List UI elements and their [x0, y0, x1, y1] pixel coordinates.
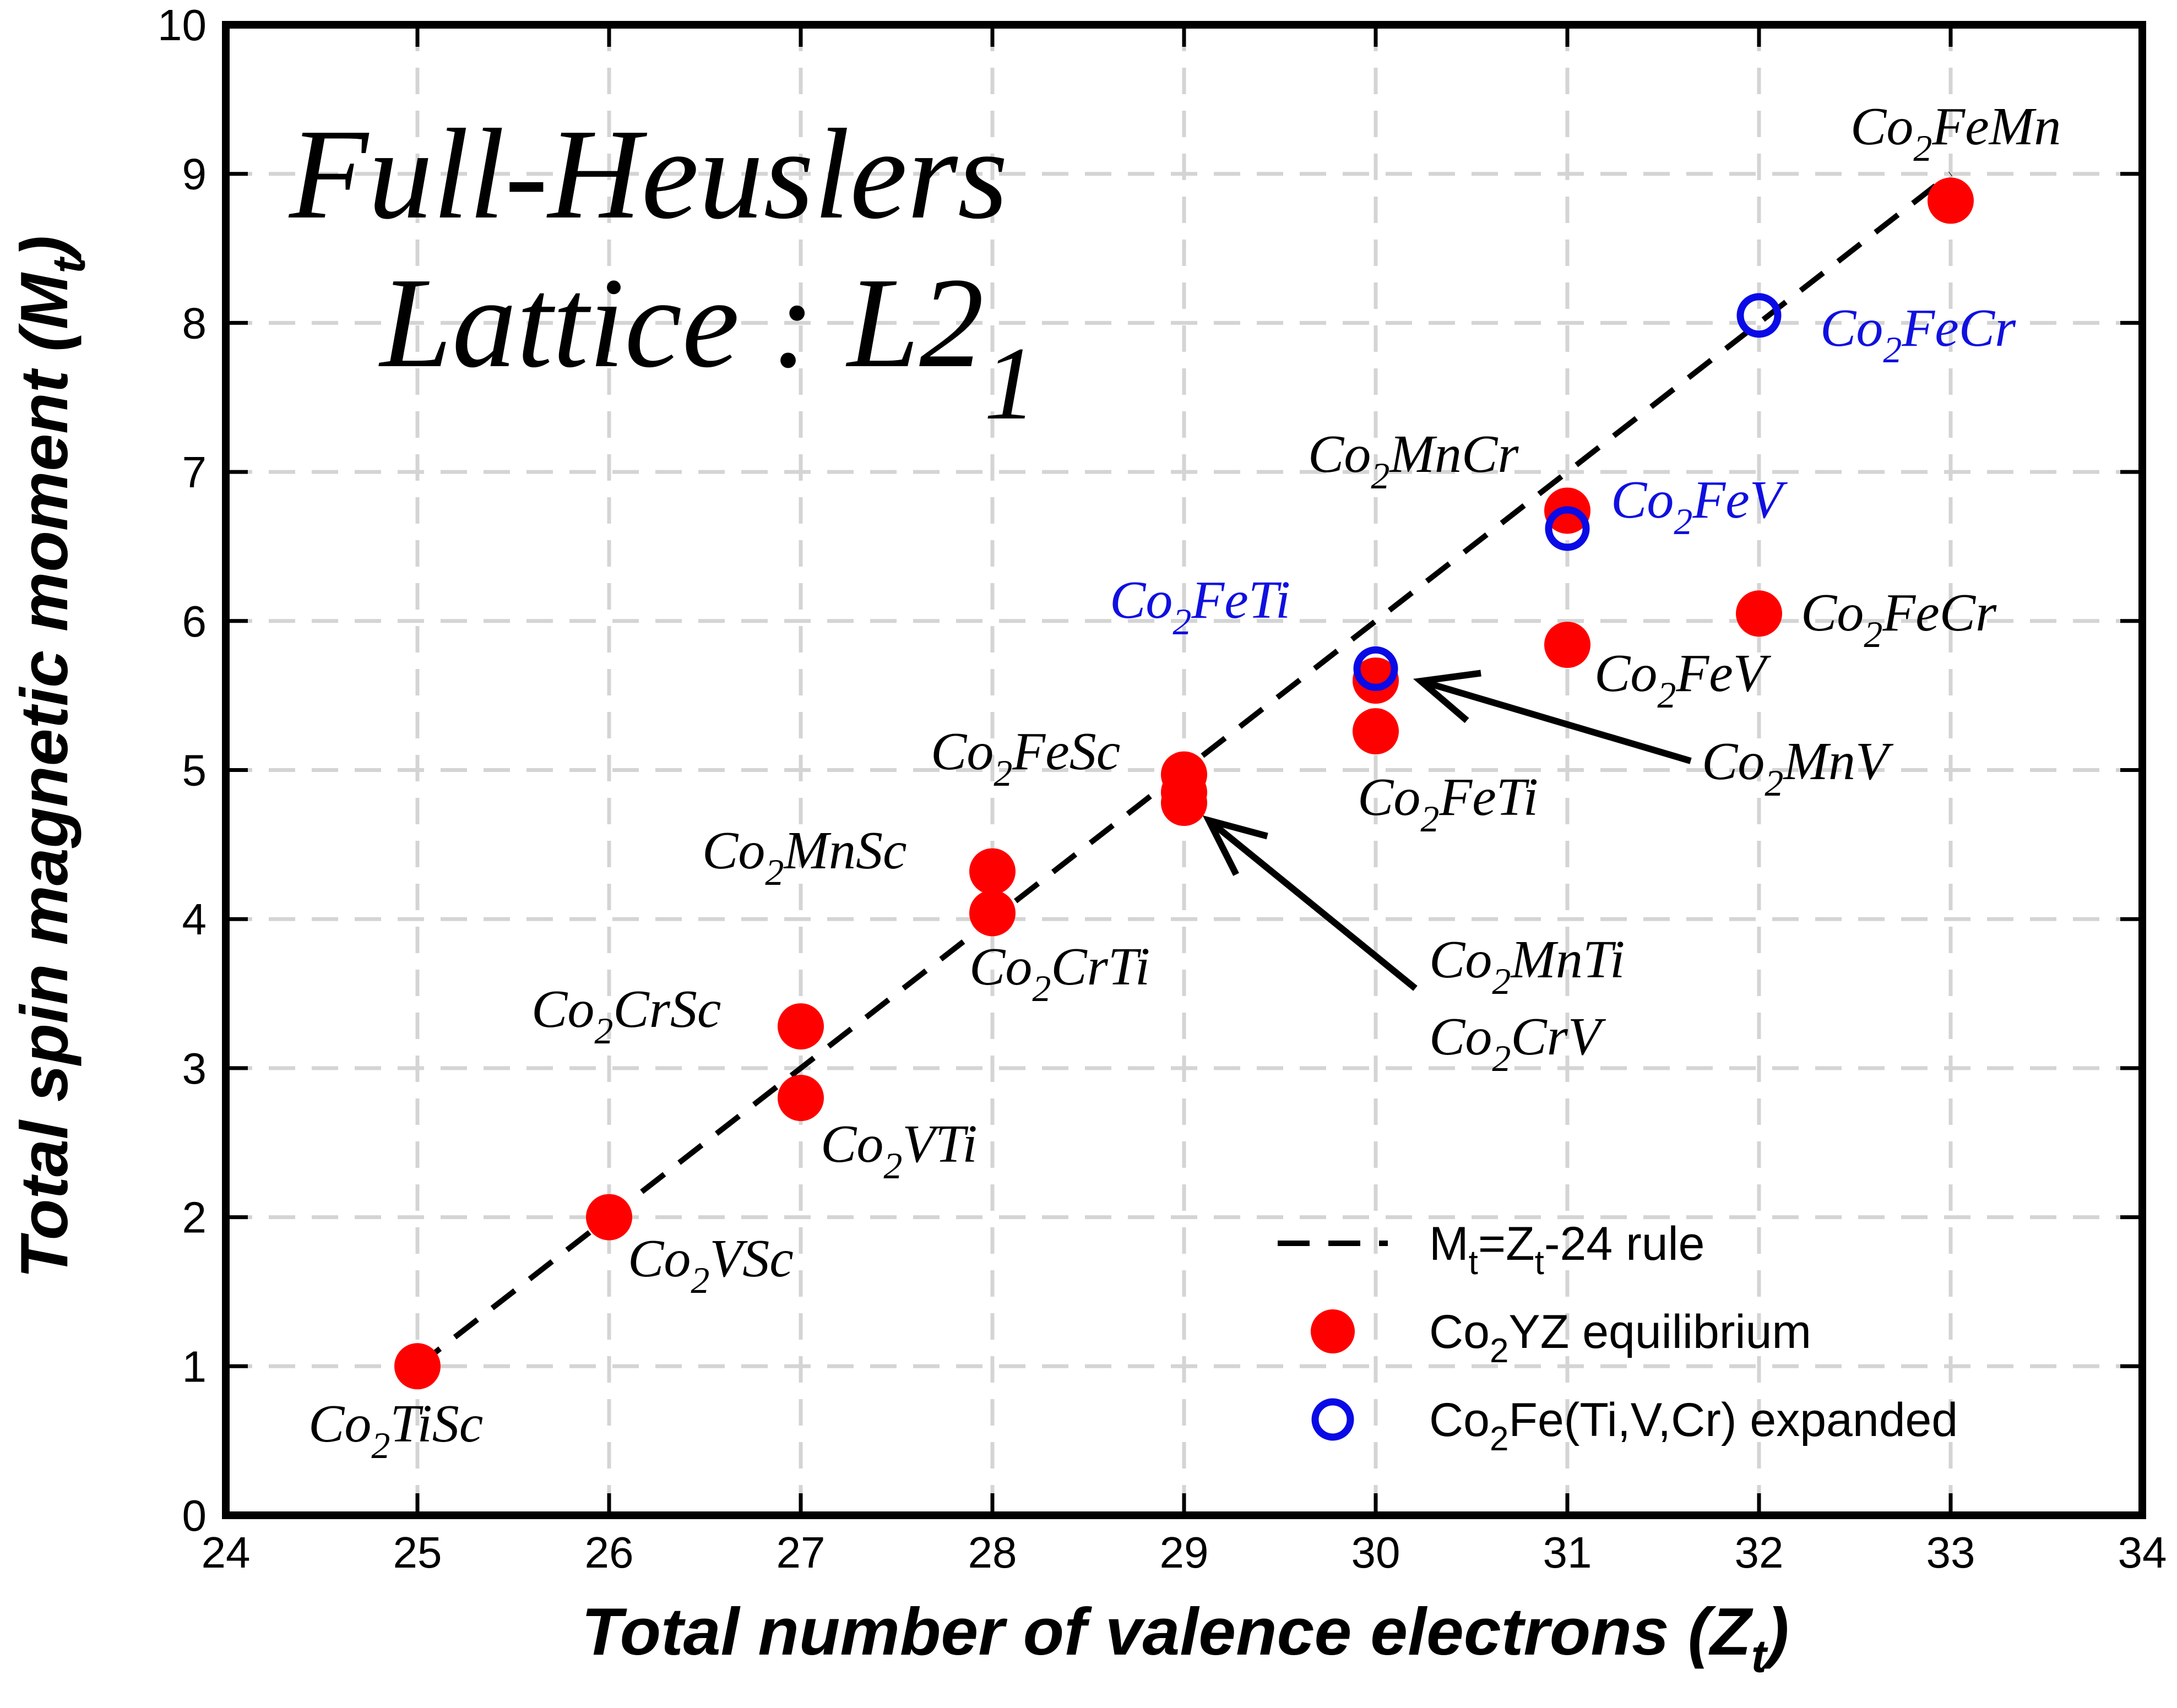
point-label: Co2FeCr	[1801, 583, 1997, 655]
y-tick-label: 0	[182, 1491, 207, 1540]
point-label: Co2MnSc	[702, 821, 907, 893]
y-tick-label: 5	[182, 746, 207, 795]
point-label: Co2FeMn	[1850, 97, 2061, 169]
y-tick-label: 7	[182, 448, 207, 497]
point-label: Co2VSc	[628, 1229, 794, 1301]
x-tick-label: 31	[1543, 1528, 1592, 1577]
annotation-arrow	[1207, 818, 1418, 991]
legend-open-marker	[1311, 1398, 1354, 1441]
x-tick-label: 34	[2118, 1528, 2167, 1577]
point-label: Co2MnV	[1702, 732, 1894, 804]
annotation-arrow	[1420, 678, 1692, 764]
data-point-equilibrium	[1928, 177, 1974, 224]
data-point-equilibrium	[394, 1343, 441, 1390]
data-point-equilibrium	[1353, 657, 1399, 704]
point-label: Co2MnTi	[1429, 930, 1625, 1002]
y-tick-label: 2	[182, 1193, 207, 1242]
point-label: Co2FeTi	[1110, 570, 1290, 643]
data-point-equilibrium	[969, 890, 1016, 937]
point-label: Co2MnCr	[1308, 425, 1519, 497]
legend: Mt=Zt-24 rule Co2YZ equilibrium Co2Fe(Ti,V…	[1278, 1217, 1958, 1458]
y-tick-label: 9	[182, 150, 207, 199]
legend-label: Co2YZ equilibrium	[1429, 1306, 1811, 1370]
data-point-expanded	[1353, 646, 1398, 691]
point-label: Co2FeV	[1611, 470, 1788, 542]
data-point-equilibrium	[778, 1075, 824, 1122]
annotation-arrow-head	[1413, 670, 1481, 724]
data-point-expanded	[1736, 293, 1782, 338]
point-label: Co2CrV	[1429, 1007, 1606, 1079]
y-tick-label: 3	[182, 1044, 207, 1093]
data-point-expanded	[1545, 506, 1590, 551]
data-point-equilibrium	[969, 848, 1016, 895]
y-tick-label: 10	[158, 1, 207, 50]
x-tick-label: 25	[393, 1528, 442, 1577]
point-label: Co2CrTi	[969, 937, 1150, 1009]
annotation-arrows	[1202, 670, 1692, 991]
data-point-equilibrium	[1353, 708, 1399, 755]
y-axis-title: Total spin magnetic moment (Mt)	[7, 236, 95, 1279]
point-label: Co2TiSc	[308, 1394, 483, 1466]
legend-filled-marker	[1311, 1309, 1355, 1353]
chart-subtitle: Lattice : L21	[378, 251, 1036, 442]
data-point-equilibrium	[1736, 590, 1782, 637]
y-tick-label: 6	[182, 597, 207, 646]
y-tick-label: 8	[182, 298, 207, 347]
data-point-equilibrium	[586, 1194, 632, 1241]
x-tick-label: 28	[968, 1528, 1017, 1577]
x-tick-label: 26	[585, 1528, 634, 1577]
point-label: Co2CrSc	[531, 980, 721, 1052]
annotation-arrow-head	[1202, 815, 1268, 876]
point-label: Co2FeTi	[1358, 768, 1538, 840]
data-point-equilibrium	[1544, 622, 1590, 668]
x-axis-title: Total number of valence electrons (Zt)	[582, 1594, 1789, 1682]
chart-title: Full-Heuslers	[288, 102, 1008, 246]
x-tick-label: 30	[1351, 1528, 1400, 1577]
point-label: Co2FeCr	[1820, 298, 2016, 371]
x-tick-label: 33	[1926, 1528, 1975, 1577]
y-tick-label: 4	[182, 895, 207, 944]
x-tick-label: 24	[202, 1528, 251, 1577]
point-labels: Co2TiSc Co2VSc Co2CrSc Co2VTi Co2MnSc Co2CrTi…	[308, 97, 2061, 1466]
x-tick-label: 32	[1735, 1528, 1784, 1577]
axis-ticks	[224, 23, 2145, 1517]
data-point-equilibrium	[1161, 780, 1207, 826]
legend-label: Co2Fe(Ti,V,Cr) expanded	[1429, 1394, 1958, 1458]
point-label: Co2FeSc	[931, 722, 1120, 794]
point-label: Co2VTi	[821, 1114, 978, 1187]
x-tick-label: 29	[1160, 1528, 1209, 1577]
point-label: Co2FeV	[1594, 644, 1772, 716]
y-tick-label: 1	[182, 1342, 207, 1391]
data-point-equilibrium	[778, 1003, 824, 1050]
legend-label: Mt=Zt-24 rule	[1429, 1217, 1704, 1282]
data-markers	[394, 177, 1974, 1390]
x-tick-label: 27	[777, 1528, 826, 1577]
